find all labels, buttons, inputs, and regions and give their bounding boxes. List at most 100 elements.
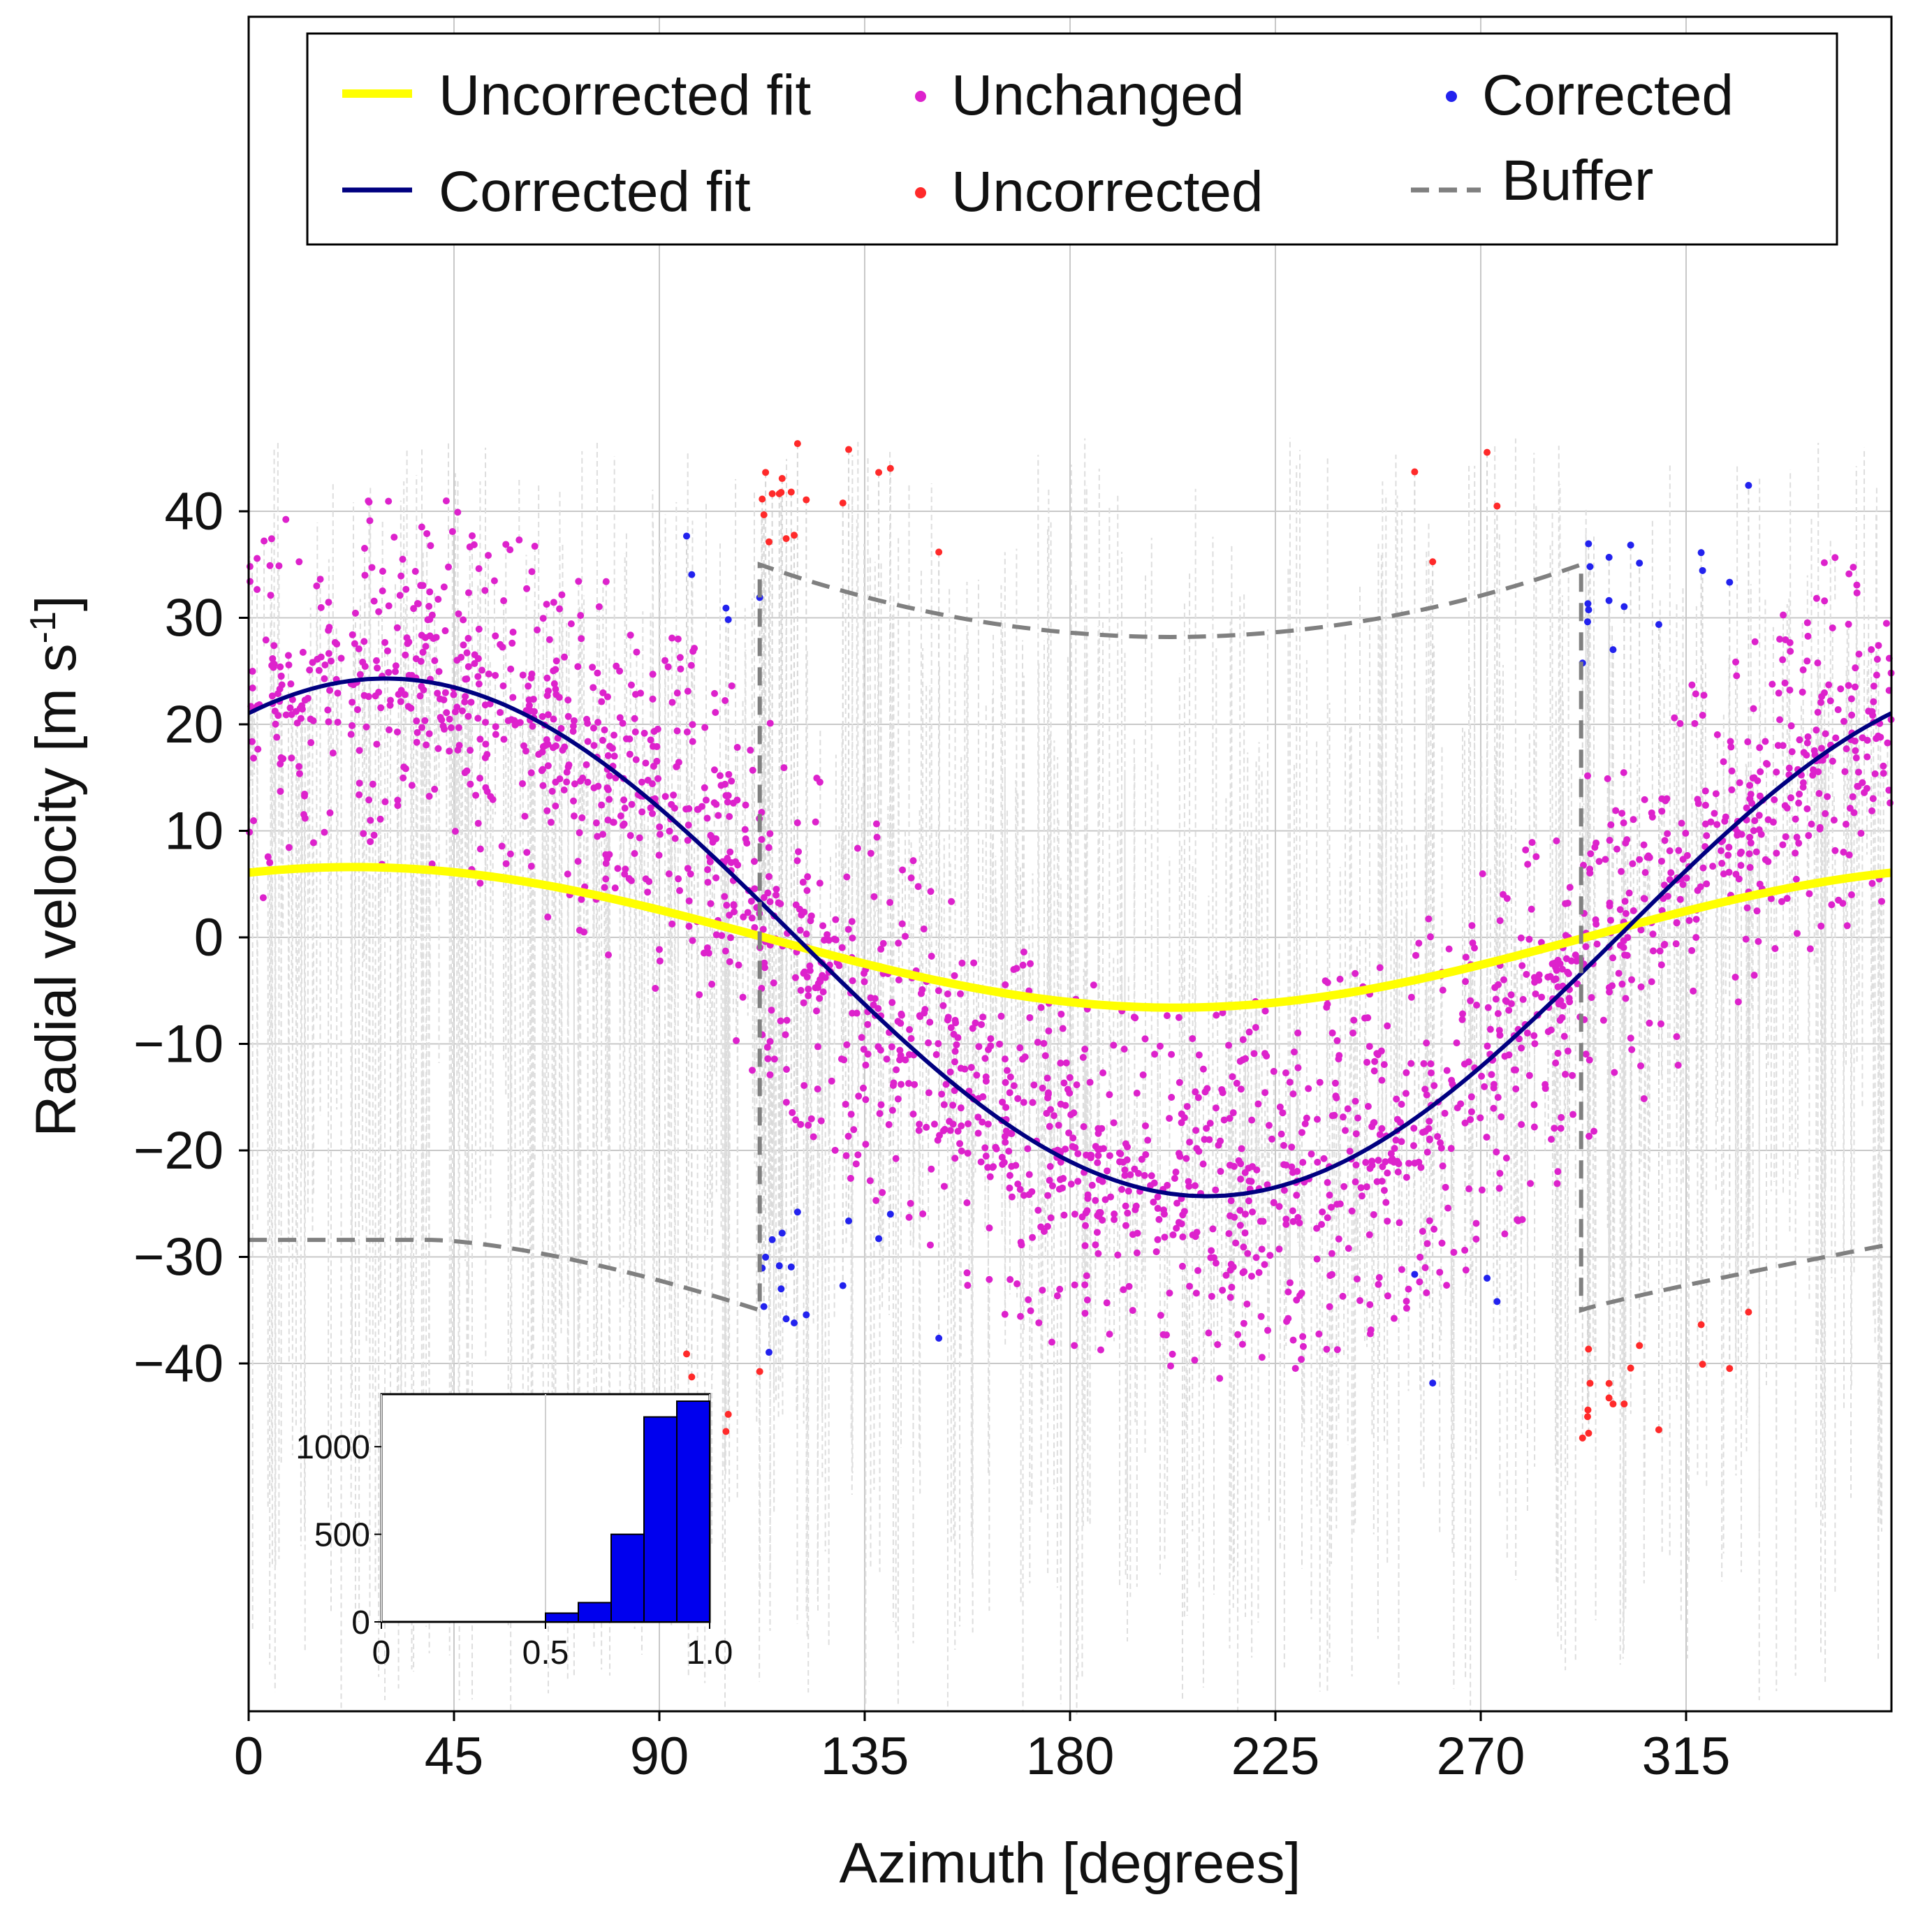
unchanged-point [499, 682, 506, 689]
unchanged-point [1427, 933, 1434, 940]
unchanged-point [1181, 1208, 1188, 1215]
unchanged-point [558, 592, 565, 599]
unchanged-point [1121, 1046, 1128, 1053]
unchanged-point [944, 1016, 951, 1023]
unchanged-point [565, 763, 572, 770]
unchanged-point [1178, 1111, 1185, 1118]
unchanged-point [1613, 846, 1620, 853]
unchanged-point [1240, 1320, 1247, 1327]
unchanged-point [817, 879, 823, 886]
unchanged-point [1141, 1035, 1148, 1042]
unchanged-point [1384, 1217, 1391, 1224]
unchanged-point [1804, 633, 1811, 640]
unchanged-point [446, 747, 453, 754]
unchanged-point [614, 865, 621, 872]
unchanged-point [874, 1043, 881, 1050]
corrected-point [725, 616, 732, 623]
unchanged-point [1141, 1172, 1148, 1179]
uncorrected-point [1606, 1394, 1613, 1401]
unchanged-point [1098, 1125, 1105, 1132]
unchanged-point [1363, 1183, 1370, 1190]
unchanged-point [1233, 1080, 1240, 1087]
unchanged-point [1793, 876, 1800, 883]
unchanged-point [1340, 1183, 1347, 1190]
unchanged-point [925, 1089, 932, 1096]
unchanged-point [1376, 1274, 1383, 1281]
unchanged-point [749, 914, 756, 921]
unchanged-point [321, 661, 328, 668]
unchanged-point [973, 1071, 980, 1078]
unchanged-point [1242, 1229, 1249, 1236]
unchanged-point [1444, 1205, 1451, 1212]
unchanged-point [1872, 770, 1879, 777]
unchanged-point [519, 780, 526, 787]
unchanged-point [1377, 964, 1384, 971]
unchanged-point [254, 555, 261, 562]
unchanged-point [1787, 794, 1794, 801]
unchanged-point [771, 1055, 778, 1062]
unchanged-point [1259, 1245, 1266, 1252]
unchanged-point [1756, 812, 1763, 819]
unchanged-point [1398, 1266, 1405, 1273]
unchanged-point [1393, 1095, 1400, 1102]
unchanged-point [1071, 1210, 1078, 1217]
unchanged-point [1370, 1211, 1377, 1218]
unchanged-point [1642, 869, 1649, 876]
unchanged-point [471, 541, 478, 548]
unchanged-point [523, 585, 530, 592]
unchanged-point [942, 1126, 949, 1133]
unchanged-point [1424, 1149, 1431, 1156]
unchanged-point [1349, 1030, 1356, 1037]
unchanged-point [910, 857, 917, 864]
unchanged-point [1071, 1282, 1078, 1289]
unchanged-point [707, 900, 714, 907]
unchanged-point [1718, 860, 1725, 867]
unchanged-point [813, 1007, 820, 1014]
unchanged-point [958, 1104, 965, 1111]
unchanged-point [1518, 1121, 1525, 1128]
unchanged-point [492, 672, 499, 679]
unchanged-point [1628, 1046, 1635, 1053]
unchanged-point [400, 775, 407, 782]
unchanged-point [1192, 1088, 1199, 1095]
unchanged-point [670, 791, 677, 798]
unchanged-point [1094, 1212, 1101, 1219]
corrected-point [1655, 621, 1662, 628]
unchanged-point [1367, 1331, 1374, 1338]
unchanged-point [1527, 1180, 1534, 1187]
unchanged-point [1354, 1275, 1361, 1282]
unchanged-point [1713, 821, 1720, 828]
unchanged-point [1641, 1095, 1648, 1102]
unchanged-point [886, 899, 893, 906]
unchanged-point [462, 769, 469, 776]
unchanged-point [676, 887, 683, 894]
unchanged-point [1056, 1186, 1063, 1193]
unchanged-point [617, 812, 624, 819]
unchanged-point [805, 986, 812, 993]
unchanged-point [1702, 787, 1709, 794]
uncorrected-point [840, 499, 847, 506]
unchanged-point [1034, 1207, 1041, 1214]
unchanged-point [321, 829, 328, 836]
unchanged-point [1808, 821, 1815, 828]
unchanged-point [1787, 648, 1794, 655]
unchanged-point [1087, 1079, 1094, 1086]
unchanged-point [686, 898, 693, 905]
unchanged-point [296, 770, 303, 777]
unchanged-point [1552, 1060, 1559, 1067]
corrected-point [1429, 1380, 1436, 1386]
unchanged-point [1020, 1099, 1027, 1106]
unchanged-point [1512, 1085, 1519, 1092]
unchanged-point [1213, 1011, 1220, 1018]
unchanged-point [1225, 1042, 1232, 1049]
unchanged-point [661, 657, 668, 664]
unchanged-point [1658, 961, 1665, 968]
unchanged-point [1870, 682, 1877, 689]
unchanged-point [783, 1099, 790, 1106]
unchanged-point [1062, 1146, 1069, 1152]
unchanged-point [590, 784, 597, 791]
unchanged-point [1227, 1213, 1233, 1220]
unchanged-point [893, 1155, 900, 1162]
unchanged-point [1702, 821, 1709, 828]
unchanged-point [805, 993, 812, 1000]
